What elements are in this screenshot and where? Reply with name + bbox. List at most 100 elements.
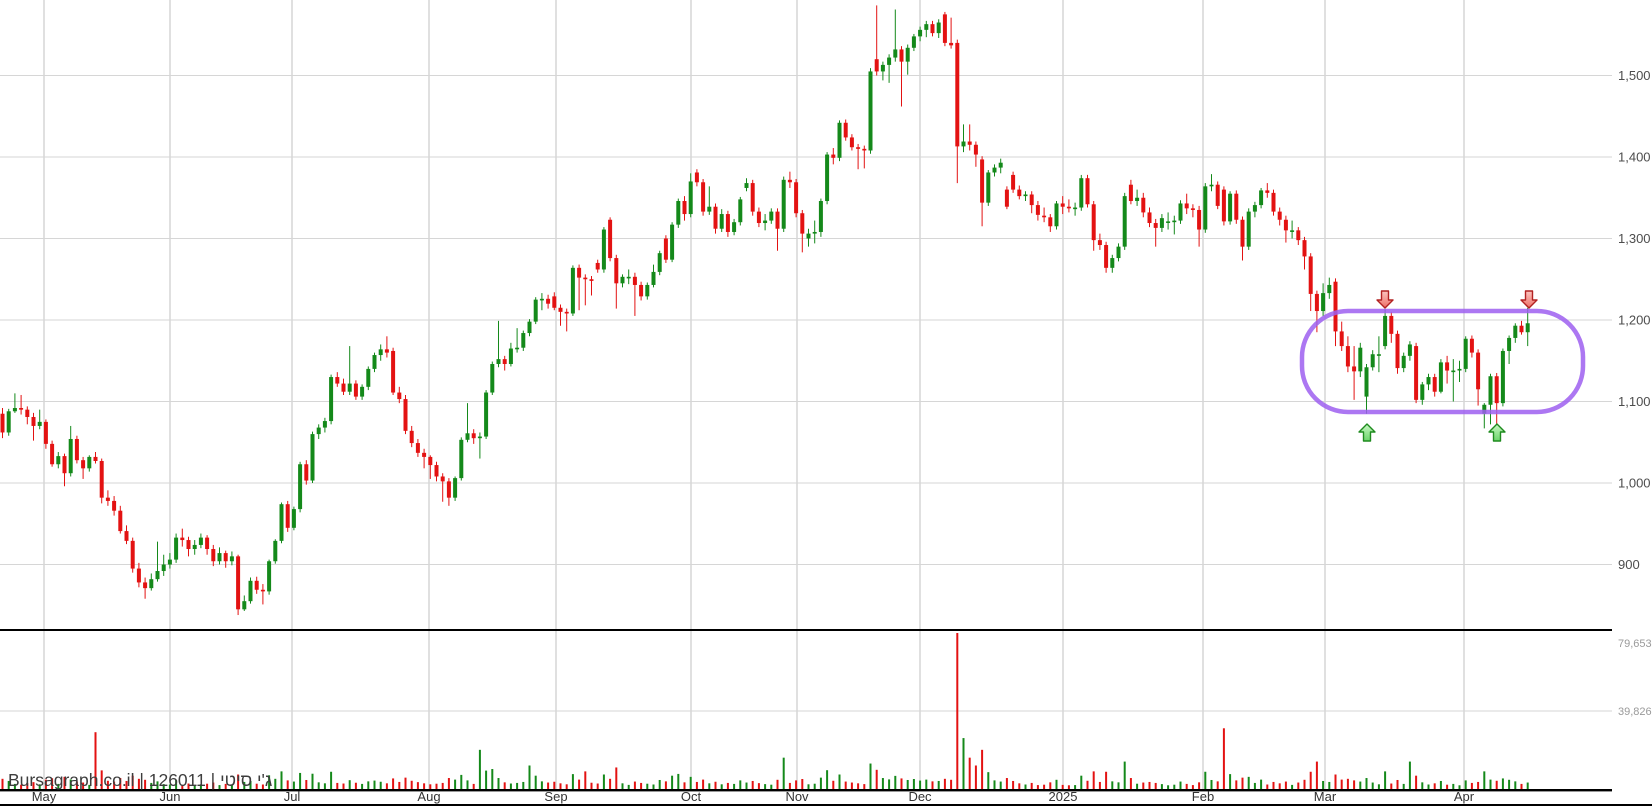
volume-bar	[1315, 761, 1318, 789]
axis-labels: 1,500 1,400 1,300 1,200 1,100 1,000 900 79,653 3…	[32, 68, 1652, 804]
volume-tick-label: 39,826	[1618, 706, 1652, 718]
volume-bar	[1105, 771, 1108, 789]
candle-body	[143, 582, 148, 589]
volume-bar	[1371, 782, 1374, 789]
volume-bar	[627, 784, 630, 789]
volume-bar	[881, 778, 884, 789]
volume-bar	[534, 775, 537, 789]
candle-body	[298, 464, 303, 510]
month-tick-label: Jun	[160, 789, 181, 804]
volume-bar	[553, 781, 556, 789]
volume-bar	[863, 784, 866, 789]
volume-bar	[1464, 780, 1467, 789]
highlight-box-annotation	[1299, 308, 1586, 415]
candle-body	[732, 222, 737, 232]
volume-bar	[1, 778, 4, 789]
volume-bar	[590, 782, 593, 789]
price-tick-label: 1,100	[1618, 394, 1651, 409]
candle-body	[1128, 184, 1133, 202]
volume-bar	[398, 781, 401, 789]
candle-body	[180, 537, 185, 541]
volume-bar	[596, 783, 599, 789]
volume-bar	[336, 782, 339, 789]
volume-bar	[1216, 781, 1219, 789]
volume-bar	[1297, 782, 1300, 789]
candle-body	[539, 298, 544, 301]
candle-body	[1432, 377, 1437, 392]
candle-body	[403, 399, 408, 431]
candle-body	[1271, 192, 1276, 212]
candle-body	[1116, 246, 1121, 259]
volume-bar	[646, 783, 649, 789]
volume-bar	[664, 781, 667, 789]
candle-body	[1370, 354, 1375, 368]
candle-body	[1240, 219, 1245, 247]
candle-body	[639, 284, 644, 297]
volume-bar	[175, 779, 178, 789]
volume-bar	[509, 783, 512, 789]
volume-bar	[671, 775, 674, 789]
volume-bar	[968, 757, 971, 789]
candle-body	[335, 377, 340, 384]
candle-body	[6, 411, 11, 433]
candle-body	[608, 219, 613, 259]
volume-bar	[1024, 784, 1027, 789]
volume-bar	[75, 781, 78, 789]
candle-body	[1166, 221, 1171, 223]
volume-bar	[497, 778, 500, 789]
candle-body	[1283, 219, 1288, 231]
volume-bar	[311, 773, 314, 789]
volume-bar	[1080, 775, 1083, 789]
candle-body	[620, 276, 625, 284]
candle-body	[750, 183, 755, 212]
volume-bar	[181, 784, 184, 789]
volume-bar	[770, 784, 773, 789]
candle-body	[1445, 362, 1450, 371]
candle-body	[56, 456, 61, 465]
candle-body	[1153, 223, 1158, 228]
volume-bar	[212, 782, 215, 789]
volume-bar	[416, 782, 419, 789]
candle-body	[1209, 184, 1214, 187]
candle-body	[12, 408, 17, 412]
volume-bar	[757, 783, 760, 789]
candle-body	[595, 262, 600, 270]
volume-bar	[937, 780, 940, 789]
volume-bar	[764, 784, 767, 789]
candle-body	[930, 24, 935, 34]
volume-bar	[702, 779, 705, 789]
candle-body	[1327, 284, 1332, 294]
candle-body	[1308, 256, 1313, 294]
candle-body	[372, 355, 377, 369]
month-tick-label: May	[32, 789, 57, 804]
volume-bar	[621, 783, 624, 789]
candle-body	[93, 456, 98, 461]
price-tick-label: 1,000	[1618, 476, 1651, 491]
volume-bar	[1179, 781, 1182, 789]
volume-bar	[578, 779, 581, 789]
candle-body	[360, 386, 365, 397]
candle-body	[558, 307, 563, 312]
volume-bar	[1049, 782, 1052, 789]
volume-bar	[1067, 785, 1070, 789]
candle-body	[304, 464, 309, 481]
candle-body	[471, 433, 476, 439]
volume-bar	[478, 749, 481, 789]
volume-bar	[745, 782, 748, 789]
candle-body	[998, 162, 1003, 168]
volume-bar	[1520, 783, 1523, 789]
candle-body	[825, 154, 830, 202]
volume-bar	[1284, 781, 1287, 789]
volume-bar	[894, 775, 897, 789]
volume-bar	[1210, 779, 1213, 789]
candle-body	[1364, 367, 1369, 397]
volume-bar	[1433, 783, 1436, 789]
candle-body	[391, 350, 396, 393]
candle-body	[1265, 190, 1270, 193]
candle-body	[577, 267, 582, 278]
candle-body	[1314, 293, 1319, 312]
candle-body	[1395, 333, 1400, 369]
candle-body	[415, 443, 420, 453]
